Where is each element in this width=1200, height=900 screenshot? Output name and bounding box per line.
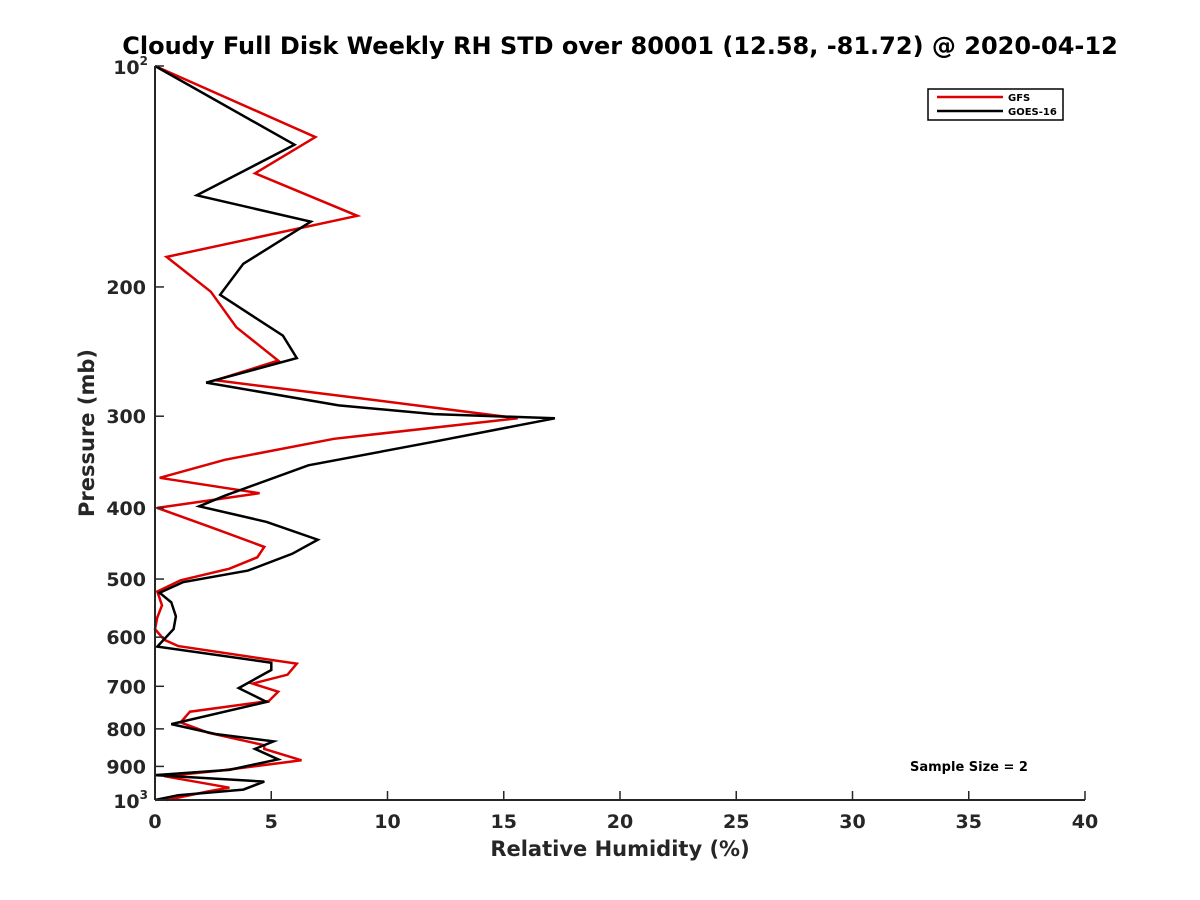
legend-box [927, 88, 1064, 121]
x-tick-label: 20 [607, 811, 633, 833]
x-tick-label: 0 [148, 811, 161, 833]
x-tick-label: 5 [265, 811, 278, 833]
y-tick-label: 700 [106, 676, 146, 698]
y-tick-label: 400 [106, 498, 146, 520]
x-tick-label: 10 [374, 811, 400, 833]
y-tick-label: 200 [106, 277, 146, 299]
x-tick-label: 40 [1072, 811, 1098, 833]
legend-label-goes-16: GOES-16 [1008, 107, 1057, 118]
series-line-goes-16 [154, 64, 556, 802]
x-ticks: 0 5 10 15 20 25 30 35 40 [148, 791, 1098, 833]
y-tick-label: 800 [106, 719, 146, 741]
y-tick-label: 500 [106, 569, 146, 591]
legend: GFS GOES-16 [927, 88, 1064, 121]
y-axis-label: Pressure (mb) [75, 349, 99, 517]
y-tick-label: 103 [113, 788, 148, 813]
x-tick-label: 30 [839, 811, 865, 833]
sample-size-annotation: Sample Size = 2 [910, 760, 1028, 775]
y-ticks: 102 200 300 400 500 600 700 800 900 103 [106, 54, 164, 813]
y-tick-label: 300 [106, 406, 146, 428]
y-tick-label: 102 [113, 54, 148, 79]
x-tick-label: 25 [723, 811, 749, 833]
y-tick-label: 600 [106, 627, 146, 649]
series-layer [153, 64, 556, 802]
legend-label-gfs: GFS [1008, 93, 1030, 104]
x-axis-label: Relative Humidity (%) [490, 837, 749, 861]
chart-title: Cloudy Full Disk Weekly RH STD over 8000… [122, 32, 1118, 60]
x-tick-label: 35 [956, 811, 982, 833]
x-tick-label: 15 [491, 811, 517, 833]
y-tick-label: 900 [106, 756, 146, 778]
